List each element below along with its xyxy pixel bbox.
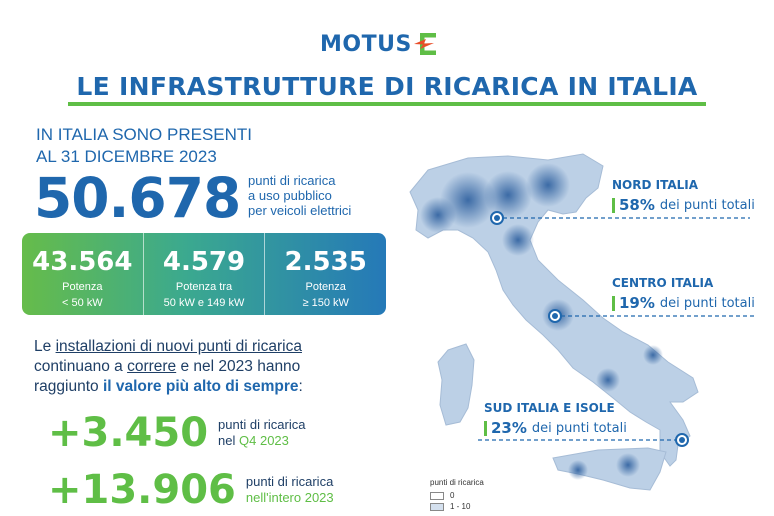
logo-e-mark-icon (413, 33, 436, 55)
growth-caption-text: punti di ricarica (245, 474, 334, 489)
paragraph-text: raggiunto (34, 378, 103, 395)
growth-caption-text: punti di ricarica (218, 417, 306, 432)
paragraph-underlined: installazioni di nuovi punti di ricarica (55, 338, 302, 355)
total-caption-line: a uso pubblico (248, 188, 332, 203)
paragraph-highlight: il valore più alto di sempre (102, 378, 299, 395)
legend-label: 0 (450, 491, 455, 500)
region-name: SUD ITALIA E ISOLE (484, 401, 615, 415)
paragraph-text: : (298, 378, 303, 395)
stat-value: 43.564 (32, 247, 133, 277)
total-caption-line: punti di ricarica (248, 173, 336, 188)
stat-mid-power: 4.579 Potenza tra 50 kW e 149 kW (142, 233, 265, 315)
paragraph-text: continuano a (34, 358, 128, 375)
stat-high-power: 2.535 Potenza ≥ 150 kW (264, 233, 386, 315)
growth-caption: punti di ricarica nell'intero 2023 (246, 474, 334, 506)
stat-low-power: 43.564 Potenza < 50 kW (22, 233, 143, 315)
legend-item: 0 (430, 490, 484, 501)
stat-value: 4.579 (162, 247, 246, 277)
logo-text: MOTUS (320, 31, 412, 57)
intro-line-1: IN ITALIA SONO PRESENTI (36, 125, 253, 144)
stat-label: Potenza tra (175, 281, 233, 293)
paragraph-underlined: correre (127, 358, 177, 375)
intro-text: IN ITALIA SONO PRESENTI AL 31 DICEMBRE 2… (36, 124, 252, 168)
region-share: 19% dei punti totali (612, 294, 755, 312)
region-pct: 23% (491, 419, 527, 437)
growth-value: +13.906 (48, 467, 236, 513)
growth-q4: +3.450 punti di ricarica nel Q4 2023 (48, 410, 305, 456)
stat-label: Potenza (305, 281, 346, 293)
motus-e-logo: MOTUS (320, 30, 440, 58)
nord-marker-dot (494, 215, 500, 221)
installations-paragraph: Le installazioni di nuovi punti di ricar… (34, 337, 394, 397)
region-pct-text: dei punti totali (659, 197, 755, 213)
region-bar (612, 295, 615, 311)
growth-period-prefix: nel (218, 433, 240, 448)
region-share: 23% dei punti totali (484, 419, 627, 437)
total-caption-line: per veicoli elettrici (248, 203, 352, 218)
region-pct: 58% (619, 196, 655, 214)
legend-swatch (430, 491, 444, 500)
paragraph-text: Le (34, 338, 56, 355)
legend-label: 1 - 10 (450, 502, 471, 511)
paragraph-text: e nel 2023 hanno (176, 358, 301, 375)
growth-period: nell'intero 2023 (245, 490, 334, 505)
sardinia (437, 343, 475, 426)
italy-map (409, 153, 756, 491)
page-title: LE INFRASTRUTTURE DI RICARICA IN ITALIA (76, 72, 698, 101)
total-charging-points: 50.678 (34, 166, 241, 230)
legend-swatch (430, 502, 444, 511)
region-name: CENTRO ITALIA (612, 276, 714, 290)
region-sud: SUD ITALIA E ISOLE 23% dei punti totali (484, 401, 627, 437)
stat-label: < 50 kW (62, 297, 103, 309)
sud-marker-dot (679, 437, 685, 443)
region-centro: CENTRO ITALIA 19% dei punti totali (612, 276, 755, 312)
region-bar (484, 420, 487, 436)
region-share: 58% dei punti totali (612, 196, 755, 214)
map-legend: punti di ricarica 0 1 - 10 (430, 478, 484, 512)
region-name: NORD ITALIA (612, 178, 699, 192)
legend-title: punti di ricarica (430, 478, 484, 487)
stat-value: 2.535 (284, 247, 367, 277)
intro-line-2: AL 31 DICEMBRE 2023 (36, 147, 217, 166)
centro-marker-dot (552, 313, 558, 319)
region-pct: 19% (619, 294, 655, 312)
growth-year: +13.906 punti di ricarica nell'intero 20… (48, 467, 334, 513)
region-pct-text: dei punti totali (531, 420, 627, 436)
growth-period: Q4 2023 (239, 433, 289, 448)
title-underline (68, 102, 706, 106)
legend-item: 1 - 10 (430, 501, 484, 512)
power-breakdown-box: 43.564 Potenza < 50 kW 4.579 Potenza tra… (22, 233, 386, 315)
region-pct-text: dei punti totali (659, 295, 755, 311)
region-bar (612, 197, 615, 213)
stat-label: 50 kW e 149 kW (163, 297, 245, 309)
growth-caption: punti di ricarica nel Q4 2023 (218, 417, 305, 449)
growth-value: +3.450 (48, 410, 209, 456)
total-caption: punti di ricarica a uso pubblico per vei… (248, 173, 351, 218)
stat-label: Potenza (62, 281, 103, 293)
stat-label: ≥ 150 kW (302, 297, 349, 309)
region-nord: NORD ITALIA 58% dei punti totali (612, 178, 755, 214)
